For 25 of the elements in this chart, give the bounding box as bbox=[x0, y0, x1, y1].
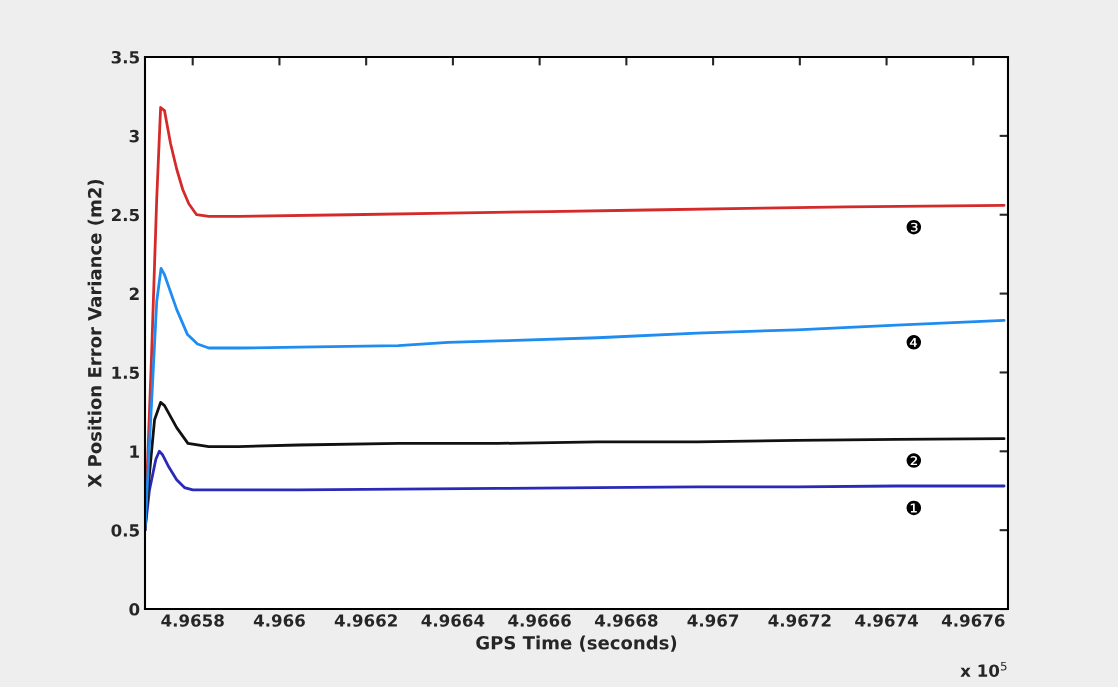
text: x 10$^{5}$ bbox=[960, 661, 1007, 678]
y-tick-label: 3 bbox=[129, 129, 139, 143]
series-label: ❸ bbox=[906, 219, 922, 235]
y-tick-label: 2 bbox=[129, 287, 139, 300]
y-tick-label: 1 bbox=[130, 445, 139, 458]
x-tick-label: 4.9668 bbox=[594, 614, 658, 627]
x-tick-label: 4.966 bbox=[253, 614, 305, 627]
series-label: ❷ bbox=[906, 453, 922, 468]
x-tick-label: 4.9666 bbox=[508, 614, 571, 627]
x-tick-label: 4.9664 bbox=[421, 614, 485, 627]
y-tick-label: 2.5 bbox=[111, 208, 139, 222]
x-tick-label: 4.9674 bbox=[855, 614, 918, 627]
y-axis-title: X Position Error Variance (m2) bbox=[87, 179, 104, 488]
y-tick-label: 3.5 bbox=[111, 50, 139, 64]
series-label: ❶ bbox=[906, 500, 922, 516]
x-tick-label: 4.9676 bbox=[941, 614, 1005, 627]
y-tick-label: 1.5 bbox=[112, 366, 139, 380]
x-tick-label: 4.9672 bbox=[768, 614, 831, 627]
x-tick-label: 4.9658 bbox=[161, 614, 224, 627]
y-tick-label: 0 bbox=[129, 602, 140, 616]
series-label: ❹ bbox=[906, 335, 922, 350]
y-tick-label: 0.5 bbox=[111, 524, 139, 537]
x-axis-title: GPS Time (seconds) bbox=[476, 635, 677, 652]
x-tick-label: 4.967 bbox=[687, 614, 739, 627]
x-tick-label: 4.9662 bbox=[334, 614, 397, 627]
